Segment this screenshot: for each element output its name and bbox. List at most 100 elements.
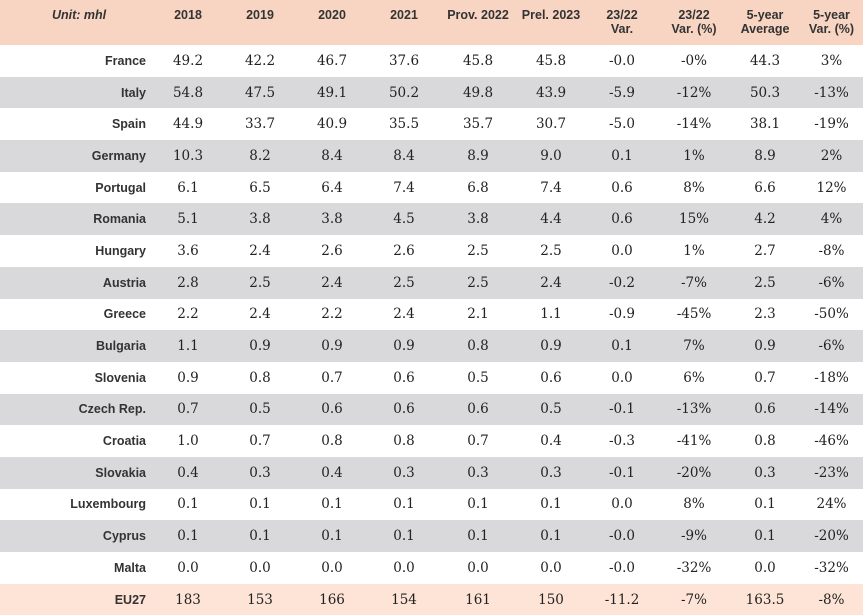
value-cell: 0.3 [249,464,271,481]
value-cell: 0.6 [611,179,633,196]
value-cell: -0.1 [608,401,636,418]
value-cell: 2.5 [540,242,562,259]
value-cell: -13% [814,84,849,101]
value-cell: 0.8 [393,433,415,450]
value-cell: 2.5 [467,274,489,291]
table-row: Croatia 1.0 0.7 0.8 0.8 0.7 0.4 -0.3 -41% 0.8 -46% [0,425,863,457]
value-cell: 8.4 [393,147,415,164]
value-cell: 4.4 [540,211,562,228]
value-cell: -5.9 [608,84,636,101]
value-cell: -32% [814,559,849,576]
value-cell: 0.1 [321,496,343,513]
header-23-22-var-pct: 23/22 Var. (%) [671,8,717,36]
country-cell: Bulgaria [95,339,146,354]
value-cell: 10.3 [172,147,204,164]
value-cell: 1.0 [177,433,199,450]
value-cell: 50.2 [388,84,420,101]
value-cell: 0.8 [754,433,776,450]
value-cell: 15% [678,211,709,228]
country-cell: EU27 [114,592,146,607]
value-cell: 0.3 [540,464,562,481]
value-cell: 2.4 [393,306,415,323]
header-unit: Unit: mhl [52,8,107,22]
value-cell: -0.0 [608,52,636,69]
value-cell: 2.4 [249,306,271,323]
value-cell: 8.2 [249,147,271,164]
value-cell: 38.1 [749,116,781,133]
value-cell: 3.6 [177,242,199,259]
value-cell: 0.8 [467,338,489,355]
value-cell: 8% [683,496,705,513]
value-cell: 0.6 [321,401,343,418]
table-row: France 49.2 42.2 46.7 37.6 45.8 45.8 -0.0 -0% 44.… [0,45,863,77]
header-2018: 2018 [174,8,202,22]
value-cell: 2.5 [754,274,776,291]
value-cell: -7% [681,274,707,291]
country-cell: Hungary [95,243,146,258]
table-row: Germany 10.3 8.2 8.4 8.4 8.9 9.0 0.1 1% 8.9 2% [0,140,863,172]
value-cell: 6.8 [467,179,489,196]
value-cell: 43.9 [535,84,567,101]
value-cell: 6.4 [321,179,343,196]
table-row: Austria 2.8 2.5 2.4 2.5 2.5 2.4 -0.2 -7% 2.5 -6% [0,266,863,299]
value-cell: 4% [820,211,843,228]
value-cell: -20% [676,464,712,481]
value-cell: -13% [676,401,712,418]
table-row: EU27 183 153 166 154 161 150 -11.2 -7% 163.5 -8% [0,583,863,615]
value-cell: 0.0 [611,496,633,513]
value-cell: 0.0 [393,559,415,576]
header-2020: 2020 [318,8,346,22]
value-cell: 49.1 [316,84,348,101]
value-cell: 2.4 [249,242,271,259]
value-cell: -0.3 [608,433,636,450]
value-cell: 0.1 [540,528,562,545]
value-cell: 2.3 [754,306,776,323]
country-cell: Slovakia [95,465,146,480]
value-cell: 42.2 [244,52,276,69]
country-cell: France [105,53,146,68]
value-cell: -11.2 [604,591,640,608]
value-cell: -8% [818,591,845,608]
value-cell: -20% [814,528,849,545]
value-cell: 3.8 [467,211,489,228]
value-cell: 0.1 [249,528,271,545]
value-cell: 45.8 [462,52,494,69]
country-cell: Croatia [102,434,146,449]
value-cell: -0.2 [608,274,636,291]
value-cell: 4.5 [393,211,415,228]
value-cell: 1.1 [177,338,199,355]
value-cell: 30.7 [535,116,567,133]
value-cell: 0.1 [540,496,562,513]
value-cell: 0.1 [393,528,415,545]
value-cell: 2.4 [321,274,343,291]
value-cell: 0.0 [467,559,489,576]
country-cell: Luxembourg [70,497,146,512]
value-cell: 2.5 [393,274,415,291]
value-cell: 0.6 [393,369,415,386]
value-cell: -18% [814,369,849,386]
value-cell: 0.1 [611,147,633,164]
value-cell: -0.0 [608,528,636,545]
value-cell: 7.4 [393,179,415,196]
value-cell: 8% [683,179,705,196]
value-cell: 6.6 [754,179,776,196]
value-cell: 8.9 [754,147,776,164]
value-cell: 7% [683,338,705,355]
value-cell: -0.1 [608,464,636,481]
value-cell: -0% [681,52,707,69]
value-cell: 0.5 [467,369,489,386]
value-cell: 0.8 [249,369,271,386]
value-cell: 35.5 [388,116,420,133]
value-cell: -0.9 [608,306,636,323]
table-row: Czech Rep. 0.7 0.5 0.6 0.6 0.6 0.5 -0.1 -13% 0.6 -… [0,393,863,426]
value-cell: -5.0 [608,116,636,133]
country-cell: Malta [114,560,146,575]
header-prel-2023: Prel. 2023 [521,8,581,22]
table-row: Greece 2.2 2.4 2.2 2.4 2.1 1.1 -0.9 -45% 2.3 -50% [0,298,863,331]
value-cell: -6% [818,338,845,355]
value-cell: 37.6 [388,52,420,69]
value-cell: 0.6 [754,401,776,418]
value-cell: 154 [391,591,417,608]
value-cell: 47.5 [244,84,276,101]
